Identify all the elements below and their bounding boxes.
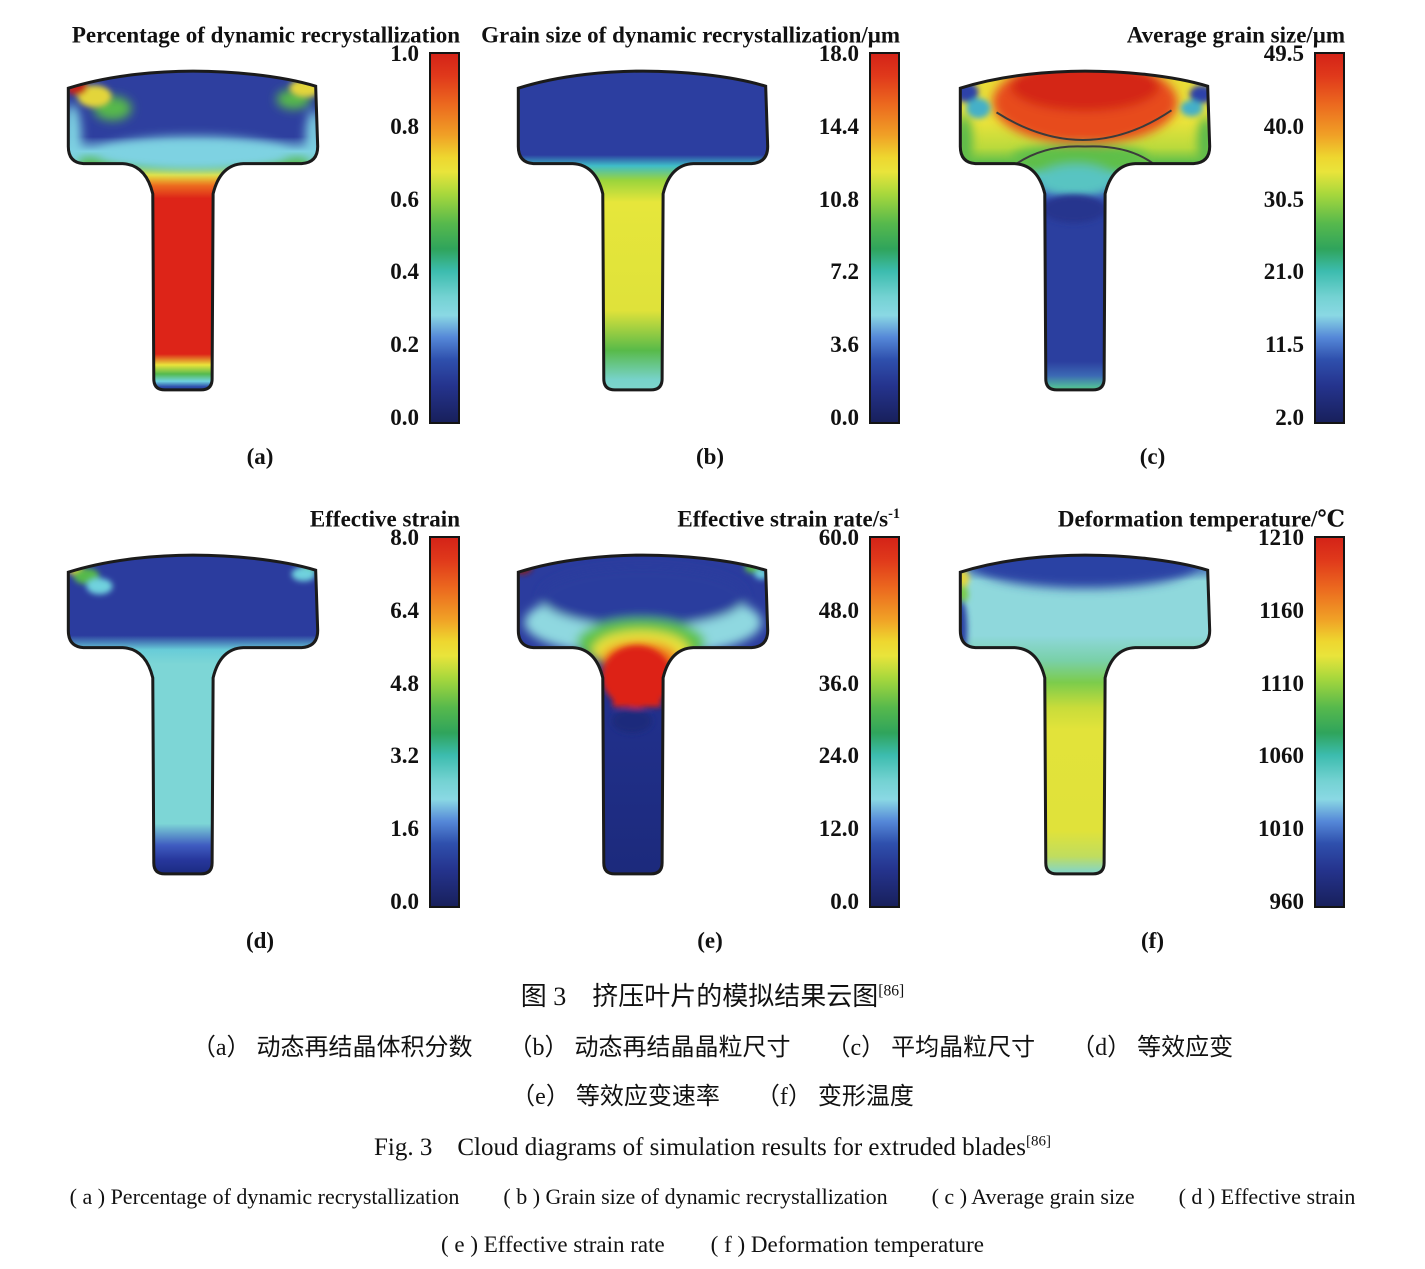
tick: 40.0 [1263,113,1304,139]
tick: 14.4 [818,113,859,139]
tick: 7.2 [830,259,859,285]
tick: 1.6 [390,816,419,842]
tick: 8.0 [390,525,419,550]
panel-a-title: Percentage of dynamic recrystallization [71,22,460,48]
tick: 36.0 [818,670,859,696]
tick: 6.4 [390,597,419,623]
figure-row-1: Percentage of dynamic recrystallization [0,12,1345,478]
colorbar-b [869,52,900,424]
caption-en-title: Fig. 3 Cloud diagrams of simulation resu… [374,1133,1051,1161]
panel-e: Effective strain rate/s-1 [460,496,900,962]
panel-f: Deformation temperature/℃ [900,496,1345,962]
caption-en-line2: ( a ) Percentage of dynamic recrystalliz… [69,1184,1356,1209]
colorbar-ticks-d: 8.0 6.4 4.8 3.2 1.6 0.0 [357,526,429,913]
panel-c-title: Average grain size/μm [1126,22,1345,48]
blade-cloud-c [958,69,1212,392]
tick: 30.5 [1263,186,1304,212]
tick: 0.4 [390,259,419,285]
panel-f-title: Deformation temperature/℃ [1057,506,1345,532]
tick: 21.0 [1263,259,1304,285]
panel-c: Average grain size/μm [900,12,1345,478]
blade-cloud-b [516,69,769,392]
colorbar-ticks-a: 1.0 0.8 0.6 0.4 0.2 0.0 [357,42,429,429]
colorbar-a [429,52,460,424]
panel-b-letter: (b) [695,444,725,469]
blade-cloud-e [516,553,769,876]
tick: 10.8 [818,186,859,212]
tick: 49.5 [1263,41,1304,66]
tick: 60.0 [818,525,859,550]
colorbar-ticks-f: 1210 1160 1110 1060 1010 960 [1242,526,1314,913]
tick: 11.5 [1265,332,1304,358]
colorbar-f [1314,536,1345,908]
blade-cloud-a [66,69,319,392]
panel-a: Percentage of dynamic recrystallization [0,12,460,478]
tick: 2.0 [1275,404,1304,430]
tick: 18.0 [818,41,859,66]
tick: 1060 [1258,743,1304,769]
colorbar-c [1314,52,1345,424]
tick: 48.0 [818,597,859,623]
tick: 0.0 [390,404,419,430]
panel-b: Grain size of dynamic recrystallization/… [460,12,900,478]
colorbar-ticks-e: 60.0 48.0 36.0 24.0 12.0 0.0 [797,526,869,913]
tick: 0.6 [390,186,419,212]
colorbar-ticks-b: 18.0 14.4 10.8 7.2 3.6 0.0 [797,42,869,429]
caption-zh-line3: （e） 等效应变速率 （f） 变形温度 [511,1084,914,1110]
tick: 0.0 [390,888,419,914]
blade-cloud-d [66,553,319,876]
panel-d-title: Effective strain [309,506,460,532]
tick: 0.0 [830,404,859,430]
panel-d: Effective strain [0,496,460,962]
panel-a-letter: (a) [246,444,274,469]
tick: 12.0 [818,816,859,842]
colorbar-e [869,536,900,908]
panel-d-letter: (d) [245,928,275,953]
tick: 1010 [1258,816,1304,842]
figure-caption: 图 3 挤压叶片的模拟结果云图[86] （a） 动态再结晶体积分数 （b） 动态… [0,976,1425,1259]
tick: 3.6 [830,332,859,358]
tick: 960 [1269,888,1305,914]
figure-row-2: Effective strain [0,496,1345,962]
tick: 0.8 [390,113,419,139]
tick: 24.0 [818,743,859,769]
panel-e-title: Effective strain rate/s-1 [677,506,900,532]
panel-f-letter: (f) [1141,928,1164,953]
blade-cloud-f [958,553,1212,876]
panel-e-letter: (e) [697,928,723,953]
tick: 1.0 [390,41,419,66]
caption-zh-line2: （a） 动态再结晶体积分数 （b） 动态再结晶晶粒尺寸 （c） 平均晶粒尺寸 （… [191,1035,1234,1061]
tick: 3.2 [390,743,419,769]
panel-b-title: Grain size of dynamic recrystallization/… [481,22,900,48]
colorbar-d [429,536,460,908]
tick: 1110 [1260,670,1304,696]
tick: 4.8 [390,670,419,696]
caption-zh-title: 图 3 挤压叶片的模拟结果云图[86] [520,982,905,1011]
tick: 1160 [1259,597,1304,623]
tick: 0.2 [390,332,419,358]
caption-en-line3: ( e ) Effective strain rate ( f ) Deform… [440,1232,984,1257]
colorbar-ticks-c: 49.5 40.0 30.5 21.0 11.5 2.0 [1242,42,1314,429]
tick: 0.0 [830,888,859,914]
tick: 1210 [1258,525,1304,550]
panel-c-letter: (c) [1139,444,1166,469]
